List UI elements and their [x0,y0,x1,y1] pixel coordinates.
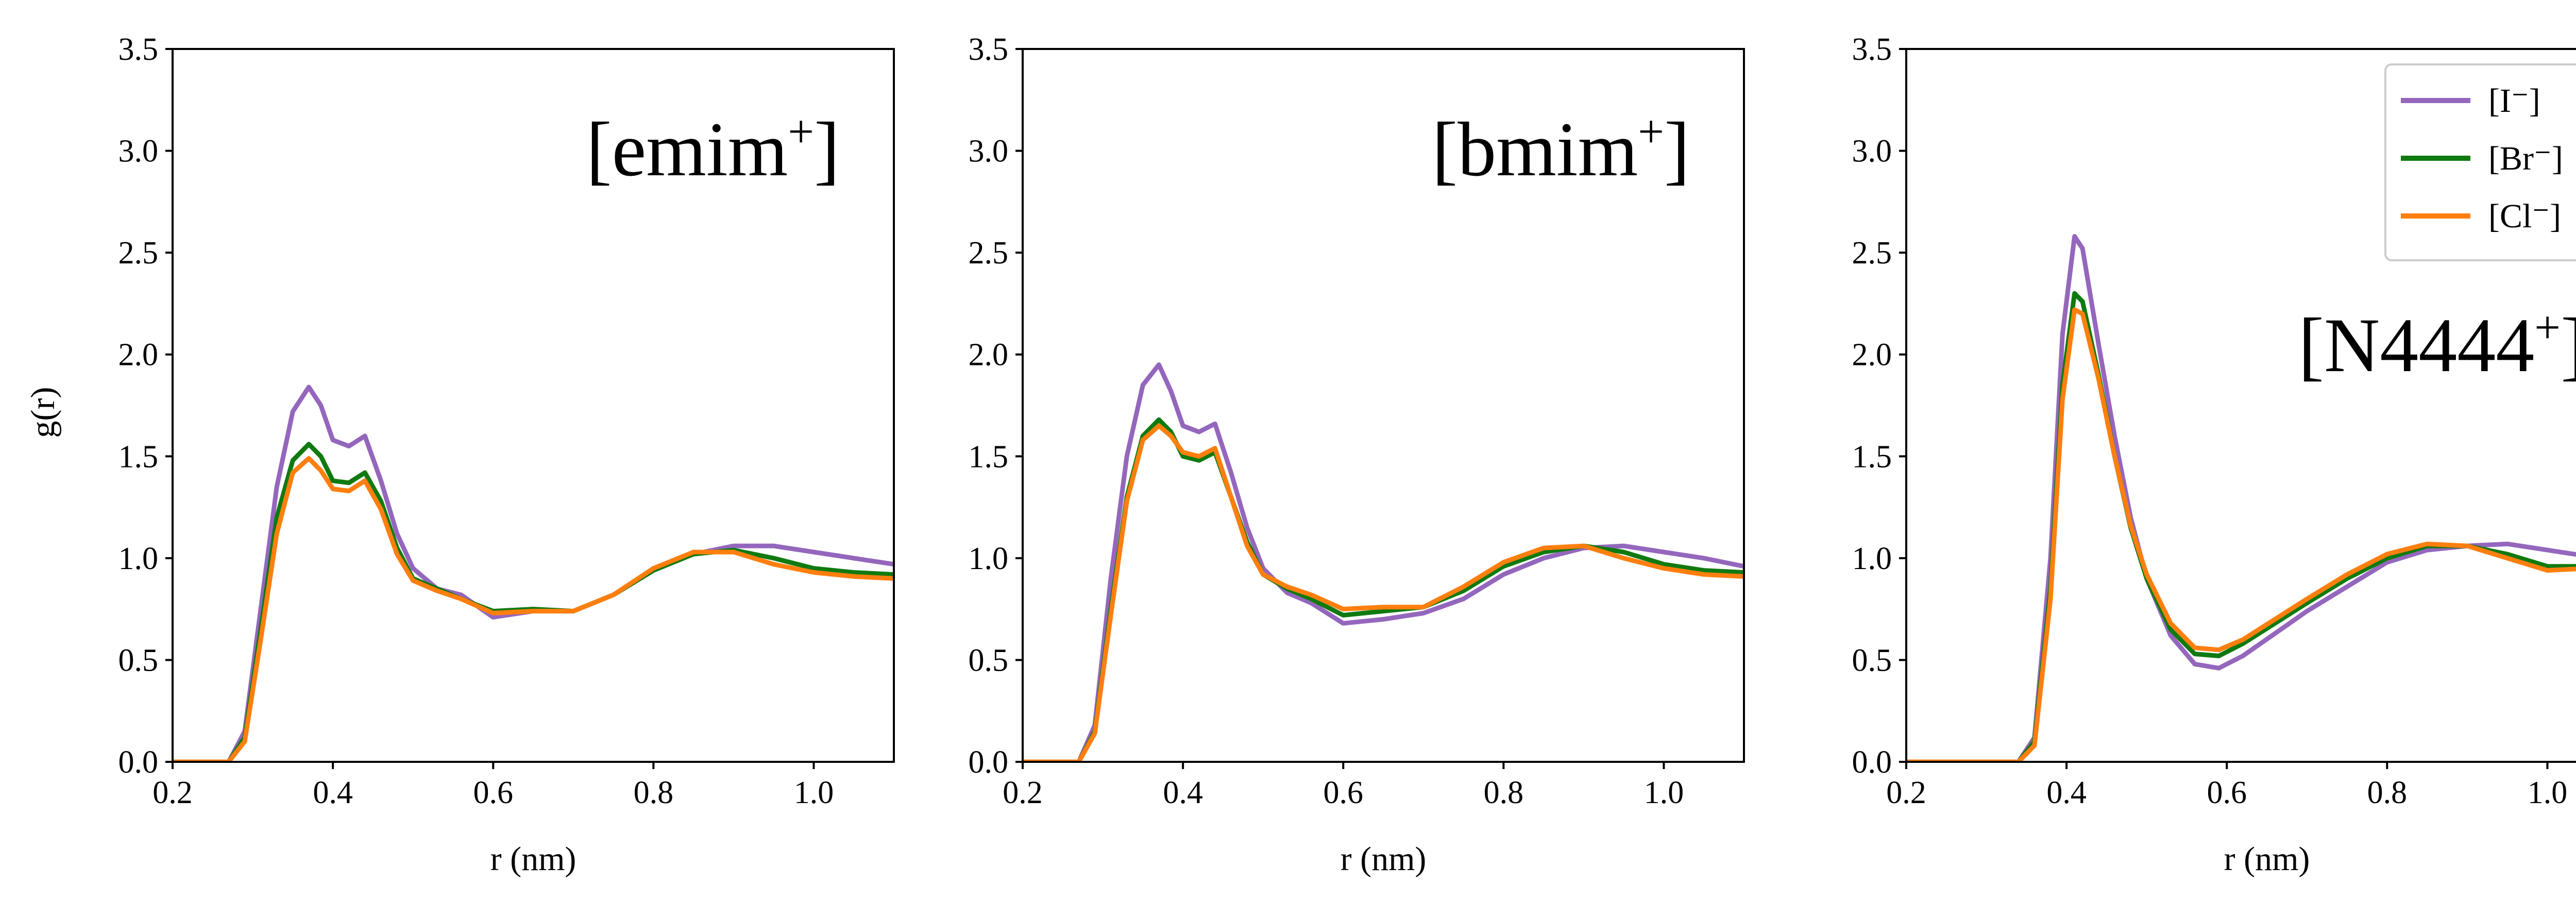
y-tick-label: 0.0 [969,745,1009,780]
x-axis-label: r (nm) [490,840,577,878]
y-tick-label: 0.5 [1852,643,1892,678]
x-axis-label: r (nm) [2224,840,2310,878]
panel-label-close: ] [814,107,840,192]
y-tick-label: 3.0 [118,134,159,169]
y-tick-label: 2.5 [1852,236,1892,271]
series-line-i [1023,362,1744,762]
panel-label: [N4444+] [2298,302,2576,388]
y-tick-label: 1.0 [1852,541,1892,576]
legend-label-i: [I⁻] [2488,82,2540,120]
x-tick-label: 0.2 [1886,775,1926,810]
y-tick-label: 0.5 [969,643,1009,678]
y-tick-label: 3.0 [969,134,1009,169]
legend-label-cl: [Cl⁻] [2488,197,2561,235]
x-tick-label: 0.4 [313,775,353,810]
x-tick-label: 0.8 [1484,775,1524,810]
x-tick-label: 0.8 [2367,775,2408,810]
panel-label-close: ] [1664,107,1690,192]
x-tick-label: 0.6 [1323,775,1363,810]
y-tick-label: 2.0 [1852,338,1892,373]
y-tick-label: 3.5 [969,32,1009,67]
x-tick-label: 1.0 [794,775,834,810]
x-tick-label: 1.0 [2528,775,2568,810]
panel-label-sup: + [1638,106,1664,157]
series-line-cl [1906,307,2576,762]
chart-panel-3: 0.2 0.4 0.6 0.8 1.0 0.0 0.5 1.0 1.5 2.0 2.5 3.0 3.5 r… [1852,32,2576,878]
legend-label-br: [Br⁻] [2488,140,2563,177]
y-tick-label: 3.0 [1852,134,1892,169]
x-tick-label: 0.6 [2207,775,2247,810]
y-tick-label: 0.0 [118,745,159,780]
y-tick-label: 0.0 [1852,745,1892,780]
series-line-br [173,442,894,762]
panels: 0.2 0.4 0.6 0.8 1.0 0.0 0.5 1.0 1.5 2.0 2.5 3.0 3.5 r… [118,32,2576,878]
chart-panel-2: 0.2 0.4 0.6 0.8 1.0 0.0 0.5 1.0 1.5 2.0 2.5 3.0 3.5 r… [969,32,1745,878]
series-line-cl [1023,423,1744,762]
legend-box [2384,63,2576,261]
chart-panel-1: 0.2 0.4 0.6 0.8 1.0 0.0 0.5 1.0 1.5 2.0 2.5 3.0 3.5 r… [118,32,895,878]
x-tick-label: 0.2 [1003,775,1043,810]
x-axis-label: r (nm) [1341,840,1427,878]
y-tick-label: 3.5 [1852,32,1892,67]
panel-label-base: [N4444 [2298,303,2534,388]
panel-label-sup: + [2534,302,2561,353]
panel-label-sup: + [788,106,814,157]
plot-frame [1905,48,2576,763]
shared-y-axis-label: g(r) [24,387,62,438]
series-line-cl [173,456,894,762]
panel-label-base: [bmim [1432,107,1638,192]
panel-label-close: ] [2561,303,2576,388]
series-line-br [1023,417,1744,762]
y-tick-label: 1.5 [1852,439,1892,474]
x-tick-label: 0.6 [473,775,513,810]
y-tick-label: 3.5 [118,32,159,67]
panel-label: [emim+] [586,106,840,192]
x-tick-label: 0.2 [152,775,193,810]
y-tick-label: 2.5 [969,236,1009,271]
x-tick-label: 0.4 [1163,775,1203,810]
series-line-i [173,385,894,762]
panel-label-base: [emim [586,107,788,192]
y-tick-label: 2.5 [118,236,159,271]
y-tick-label: 2.0 [118,338,159,373]
panel-label: [bmim+] [1432,106,1690,192]
y-tick-label: 2.0 [969,338,1009,373]
y-tick-label: 1.5 [969,439,1009,474]
y-tick-label: 1.0 [969,541,1009,576]
x-tick-label: 1.0 [1644,775,1684,810]
plot-frame [1022,48,1745,763]
y-tick-label: 0.5 [118,643,159,678]
y-tick-label: 1.0 [118,541,159,576]
x-tick-label: 0.4 [2046,775,2087,810]
legend: [I⁻] [Br⁻] [Cl⁻] [2384,63,2576,261]
y-tick-label: 1.5 [118,439,159,474]
x-tick-label: 0.8 [634,775,674,810]
plot-frame [172,48,895,763]
